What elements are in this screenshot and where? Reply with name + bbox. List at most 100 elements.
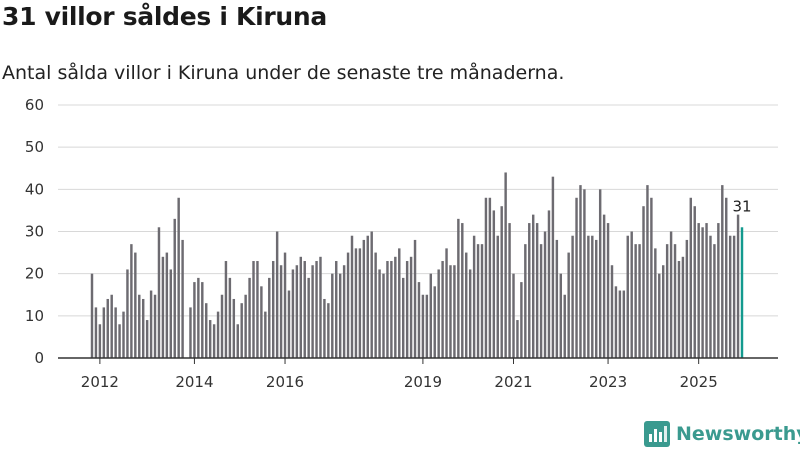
bar	[563, 294, 566, 358]
bar	[476, 244, 480, 358]
x-tick-label: 2021	[494, 373, 532, 391]
bar	[622, 290, 626, 358]
bar	[94, 307, 98, 358]
y-tick-label: 30	[25, 223, 44, 241]
y-tick-label: 0	[34, 349, 44, 367]
bar	[437, 269, 440, 358]
bar	[197, 277, 200, 358]
bar	[362, 239, 366, 358]
bar	[595, 239, 598, 358]
bar	[177, 197, 180, 358]
bar	[303, 261, 306, 358]
bar	[378, 269, 381, 358]
bar	[630, 231, 633, 358]
bar	[500, 206, 503, 358]
bar	[134, 252, 137, 358]
bar	[201, 282, 204, 358]
bar-chart: 0 10 20 30 40 50 60 2012 2014 2016 2019 …	[25, 96, 778, 391]
bar	[291, 269, 295, 358]
bar	[252, 261, 255, 358]
bar	[575, 197, 578, 358]
bar	[212, 324, 216, 358]
bar	[567, 252, 570, 358]
bar	[295, 265, 299, 358]
bar	[583, 189, 586, 358]
bar	[102, 307, 106, 358]
bar	[165, 252, 169, 358]
bar	[539, 244, 543, 358]
bar	[429, 273, 433, 358]
bar	[173, 218, 176, 358]
bar	[216, 311, 220, 358]
bar	[736, 214, 740, 358]
x-tick-label: 2016	[266, 373, 304, 391]
bar	[713, 244, 716, 358]
bar	[283, 252, 287, 358]
bar	[626, 235, 629, 358]
chart-title: 31 villor såldes i Kiruna	[2, 2, 327, 31]
bar	[287, 290, 291, 358]
bar	[264, 311, 267, 358]
x-tick-label: 2014	[175, 373, 213, 391]
bar	[153, 294, 157, 358]
bar	[701, 227, 704, 358]
bar	[315, 261, 318, 358]
bar	[205, 303, 208, 358]
bar	[169, 269, 173, 358]
bar	[697, 223, 700, 358]
bar	[157, 227, 161, 358]
x-axis: 2012 2014 2016 2019 2021 2023 2025	[81, 358, 718, 391]
bar	[311, 265, 314, 358]
bar	[319, 256, 322, 358]
bar	[685, 239, 689, 358]
bar	[665, 244, 669, 358]
bar	[271, 261, 275, 358]
bar	[673, 244, 677, 358]
bar	[728, 235, 732, 358]
bar	[520, 282, 523, 358]
bar	[138, 294, 141, 358]
bar-chart-logo-icon	[644, 421, 670, 447]
bar	[394, 256, 397, 358]
bar	[417, 282, 421, 358]
bar	[425, 294, 429, 358]
bar	[366, 235, 369, 358]
bar	[106, 298, 109, 358]
bar	[346, 252, 350, 358]
bar	[531, 214, 535, 358]
bar	[524, 244, 527, 358]
bar	[350, 235, 354, 358]
bar	[338, 273, 342, 358]
bar	[240, 303, 243, 358]
bar	[248, 277, 251, 358]
bar	[705, 223, 708, 358]
bar	[441, 261, 444, 358]
bar	[646, 185, 649, 358]
bar	[401, 277, 405, 358]
bar	[721, 185, 724, 358]
bar	[693, 206, 696, 358]
bar	[512, 273, 515, 358]
bar	[181, 239, 184, 358]
y-tick-label: 40	[25, 180, 44, 198]
bar	[492, 210, 496, 358]
bar-highlight	[740, 227, 744, 358]
bar	[299, 256, 303, 358]
bar	[193, 282, 196, 358]
bar	[342, 265, 346, 358]
x-tick-label: 2023	[589, 373, 627, 391]
brand-logo[interactable]: Newsworthy	[644, 420, 800, 448]
bar	[130, 244, 133, 358]
bar	[658, 273, 661, 358]
bar	[149, 290, 153, 358]
bar	[398, 248, 401, 358]
bar	[228, 277, 232, 358]
bar	[547, 210, 551, 358]
bar	[122, 311, 125, 358]
bar	[618, 290, 622, 358]
bar	[591, 235, 594, 358]
bar	[90, 273, 94, 358]
bar	[449, 265, 452, 358]
bar	[634, 244, 637, 358]
bar	[669, 231, 673, 358]
